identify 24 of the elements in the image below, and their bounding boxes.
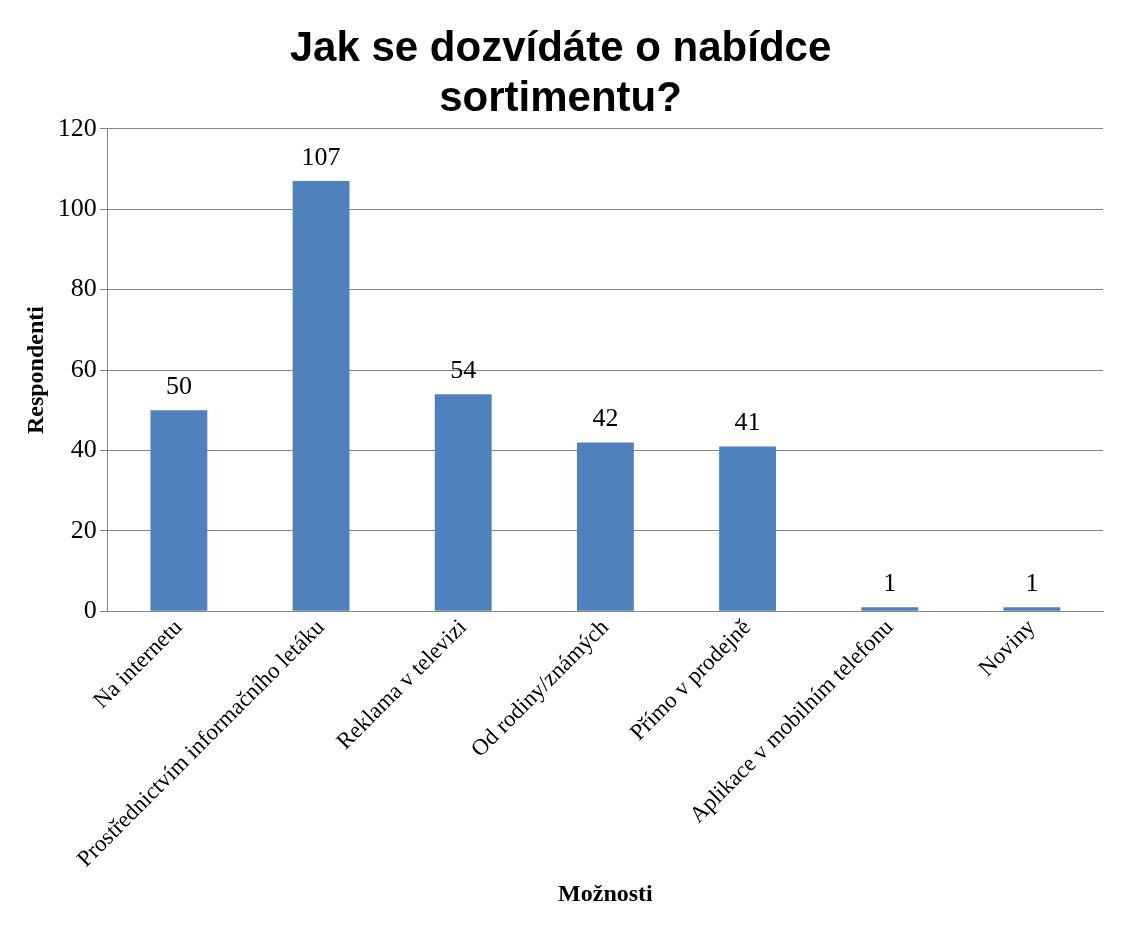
x-axis-title: Možnosti <box>558 879 654 906</box>
y-tick-label: 80 <box>70 273 97 303</box>
data-label: 107 <box>301 141 341 171</box>
data-label: 42 <box>592 403 619 433</box>
bar <box>292 181 350 611</box>
y-tick-label: 120 <box>57 112 97 142</box>
y-tick-label: 0 <box>83 595 97 625</box>
bar <box>719 446 777 611</box>
data-label: 41 <box>734 407 761 437</box>
y-axis-title: Respondenti <box>21 305 48 435</box>
bar <box>434 394 492 611</box>
y-tick-label: 20 <box>70 514 97 544</box>
data-label: 54 <box>450 355 477 385</box>
bar <box>576 442 634 611</box>
data-label: 50 <box>165 371 192 401</box>
y-tick-label: 40 <box>70 434 97 464</box>
data-label: 1 <box>883 568 897 598</box>
y-tick-label: 100 <box>57 193 97 223</box>
chart-title: Jak se dozvídáte o nabídce sortimentu? <box>289 22 832 121</box>
bar <box>1003 607 1061 611</box>
y-tick-label: 60 <box>70 353 97 383</box>
data-label: 1 <box>1025 568 1039 598</box>
bar <box>861 607 919 611</box>
bar <box>150 410 208 611</box>
